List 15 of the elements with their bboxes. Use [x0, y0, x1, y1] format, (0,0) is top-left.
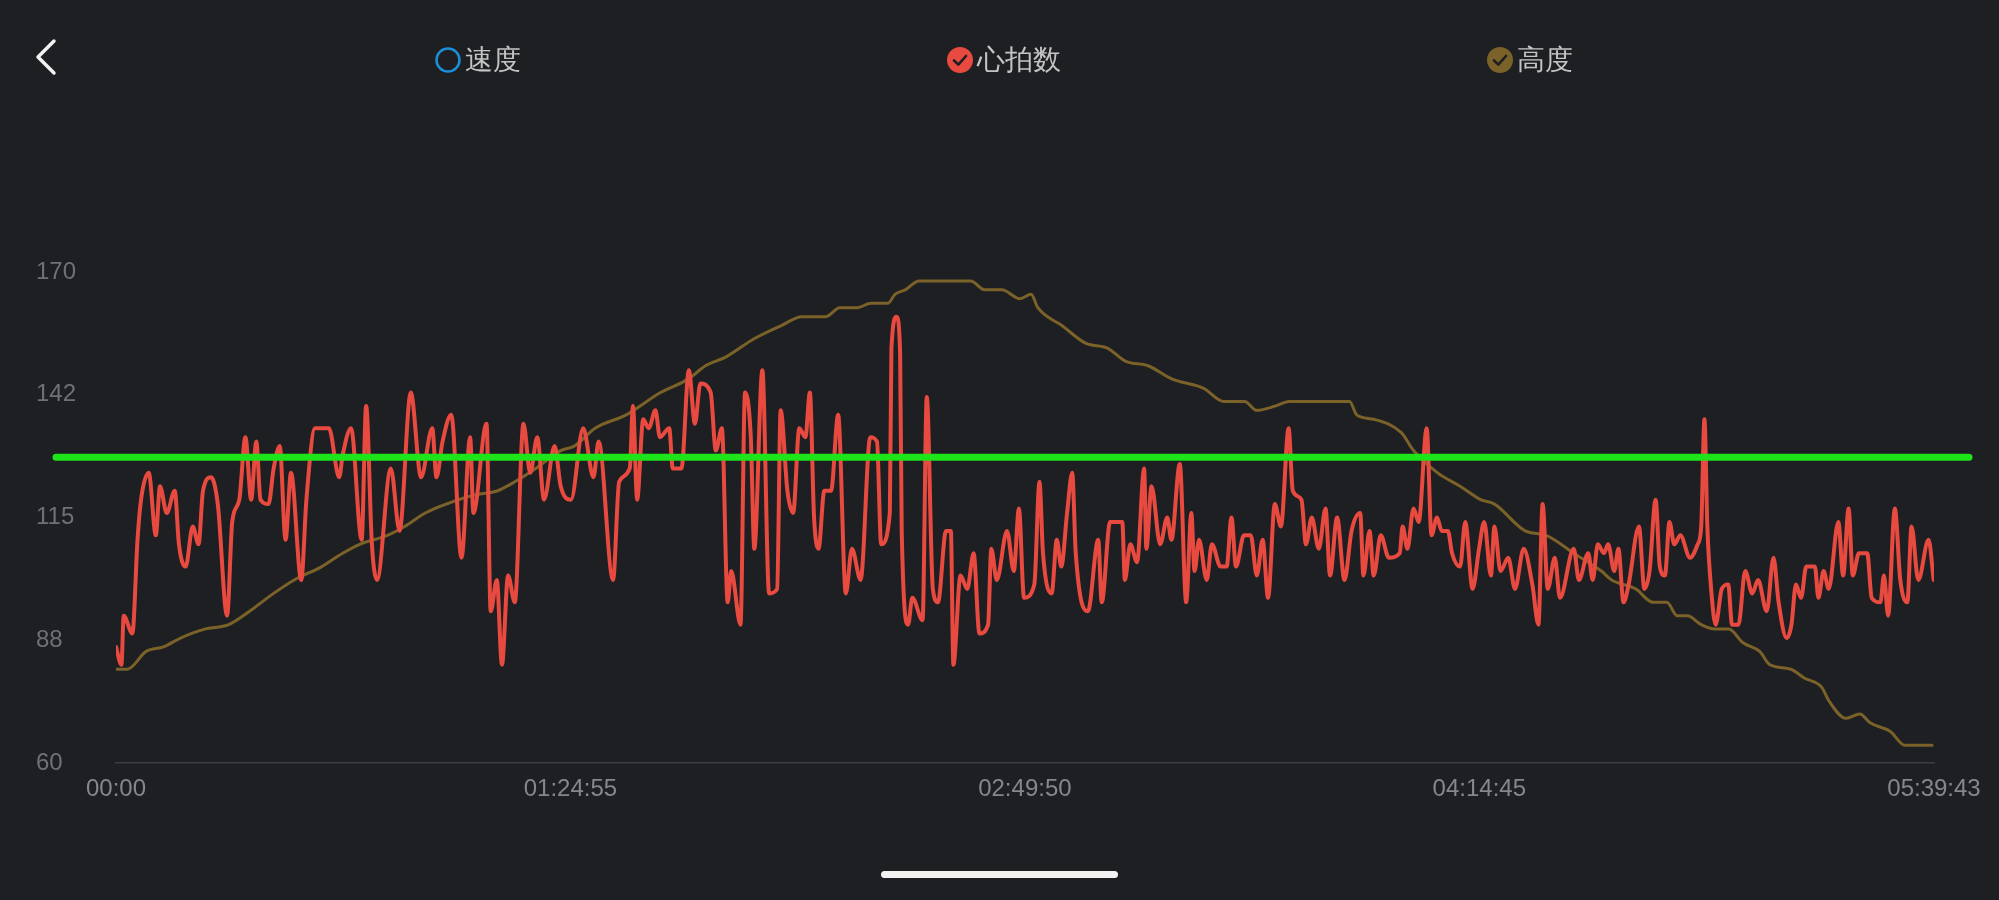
legend-label: 速度 [465, 43, 522, 77]
x-tick-label: 00:00 [85, 774, 147, 802]
line-series [116, 279, 1934, 747]
x-tick-label: 05:39:43 [1887, 774, 1981, 802]
line-series [116, 314, 1934, 667]
legend-label: 高度 [1516, 43, 1573, 77]
x-tick-label: 01:24:55 [523, 774, 618, 802]
legend-label: 心拍数 [977, 43, 1061, 77]
y-tick-label: 142 [36, 379, 77, 407]
x-tick-label: 02:49:50 [978, 774, 1072, 802]
y-tick-label: 115 [36, 502, 75, 530]
y-tick-label: 170 [36, 256, 77, 284]
y-tick-label: 88 [36, 624, 63, 652]
y-tick-label: 60 [36, 747, 63, 775]
x-tick-label: 04:14:45 [1432, 774, 1527, 802]
